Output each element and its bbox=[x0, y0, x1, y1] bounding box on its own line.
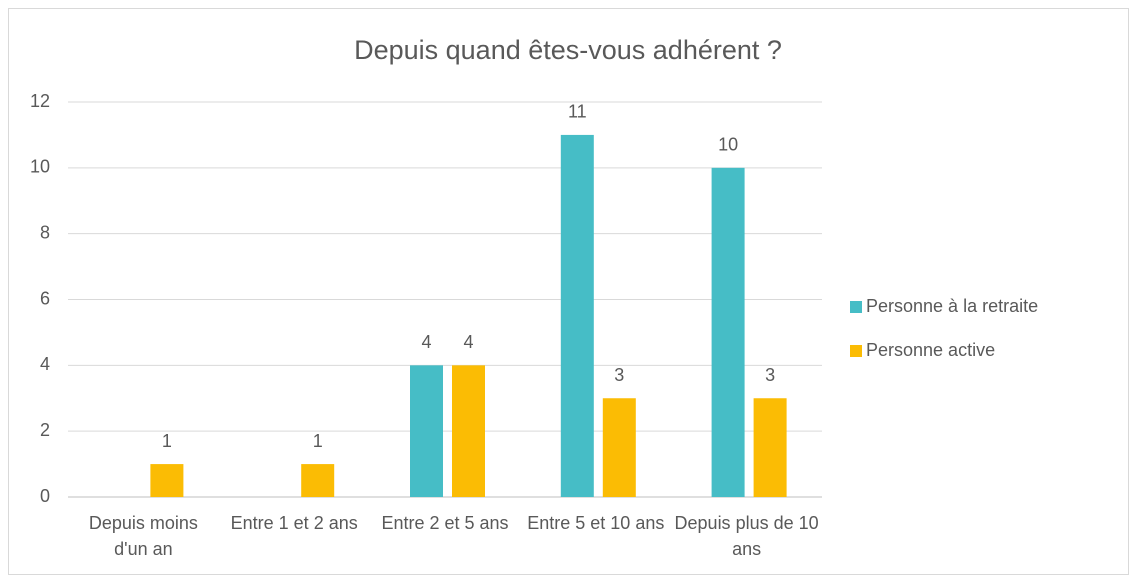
x-tick-label: Depuis moins d'un an bbox=[88, 513, 198, 559]
bar bbox=[410, 365, 443, 497]
y-tick-label: 0 bbox=[40, 486, 50, 506]
bar bbox=[301, 464, 335, 497]
data-label: 3 bbox=[614, 365, 624, 385]
bar bbox=[753, 398, 787, 497]
x-tick-label: Depuis plus de 10 ans bbox=[674, 513, 819, 559]
data-label: 1 bbox=[162, 431, 172, 451]
legend-label: Personne à la retraite bbox=[866, 296, 1038, 316]
data-label: 10 bbox=[718, 135, 738, 155]
y-tick-label: 8 bbox=[40, 222, 50, 242]
data-label: 11 bbox=[568, 102, 587, 122]
chart-title: Depuis quand êtes-vous adhérent ? bbox=[354, 35, 782, 65]
x-tick-label: Entre 2 et 5 ans bbox=[381, 513, 509, 533]
legend-swatch bbox=[850, 301, 862, 313]
y-tick-label: 12 bbox=[30, 91, 50, 111]
y-tick-label: 2 bbox=[40, 420, 50, 440]
y-tick-label: 4 bbox=[40, 354, 50, 374]
bar bbox=[711, 167, 745, 498]
legend-swatch bbox=[850, 345, 862, 357]
data-label: 4 bbox=[463, 332, 473, 352]
bar bbox=[560, 134, 594, 497]
bar bbox=[452, 365, 485, 497]
data-label: 3 bbox=[765, 365, 775, 385]
y-tick-label: 6 bbox=[40, 288, 50, 308]
x-tick-label: Entre 5 et 10 ans bbox=[527, 513, 665, 533]
data-label: 4 bbox=[421, 332, 431, 352]
x-tick-label: Entre 1 et 2 ans bbox=[230, 513, 358, 533]
y-tick-label: 10 bbox=[30, 157, 50, 177]
bar bbox=[602, 398, 636, 497]
legend-label: Personne active bbox=[866, 340, 995, 360]
data-label: 1 bbox=[313, 431, 323, 451]
bar bbox=[150, 464, 184, 497]
